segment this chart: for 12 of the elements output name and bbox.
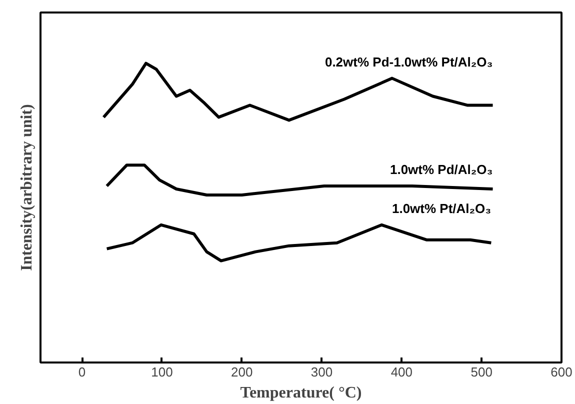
series-label: 1.0wt% Pt/Al₂O₃ xyxy=(392,200,492,216)
x-tick-label: 400 xyxy=(390,364,413,380)
series-label: 0.2wt% Pd-1.0wt% Pt/Al₂O₃ xyxy=(324,54,493,70)
y-axis-title: Intensity(arbitrary unit) xyxy=(18,104,36,271)
x-tick-label: 200 xyxy=(231,364,253,380)
x-tick-label: 500 xyxy=(470,364,492,380)
series-label: 1.0wt% Pd/Al₂O₃ xyxy=(390,162,493,178)
x-tick-label: 100 xyxy=(151,364,173,380)
x-tick-label: 600 xyxy=(550,364,572,380)
x-tick-label: 0 xyxy=(78,364,86,380)
x-tick-label: 300 xyxy=(310,364,333,380)
x-axis-title: Temperature( °C) xyxy=(240,384,362,402)
